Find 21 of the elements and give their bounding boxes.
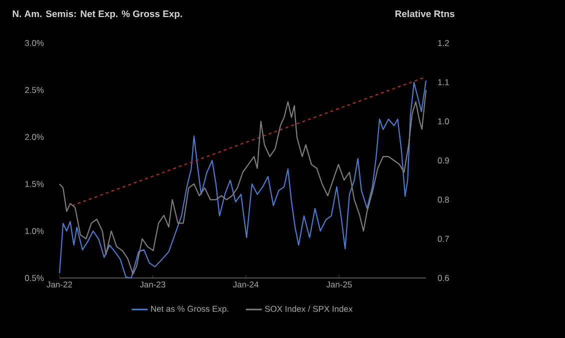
x-tick-label: Jan-22	[46, 282, 72, 288]
y2-tick-label: 0.9	[438, 158, 449, 164]
y2-tick-label: 0.7	[438, 236, 449, 242]
legend-label: SOX Index / SPX Index	[265, 306, 353, 312]
y-tick-label: 1.0%	[25, 228, 44, 234]
y2-tick-label: 0.8	[438, 196, 449, 203]
y-tick-label: 1.5%	[25, 181, 44, 187]
y2-tick-label: 1.0	[438, 118, 449, 124]
x-tick-label: Jan-25	[326, 282, 352, 288]
y2-axis-title: Relative Rtns	[395, 10, 454, 18]
y-axis-title: N. Am. Semis: Net Exp. % Gross Exp.	[12, 10, 182, 20]
x-tick-label: Jan-23	[140, 282, 166, 288]
y2-tick-label: 0.6	[438, 275, 449, 281]
y2-tick-label: 1.1	[438, 79, 449, 86]
y2-tick-label: 1.2	[438, 40, 449, 46]
y-tick-label: 3.0%	[25, 40, 44, 46]
y-tick-label: 0.5%	[25, 275, 44, 281]
y-tick-label: 2.0%	[25, 134, 44, 140]
x-tick-label: Jan-24	[233, 282, 259, 288]
legend-label: Net as % Gross Exp.	[151, 306, 228, 314]
y-tick-label: 2.5%	[25, 87, 44, 93]
